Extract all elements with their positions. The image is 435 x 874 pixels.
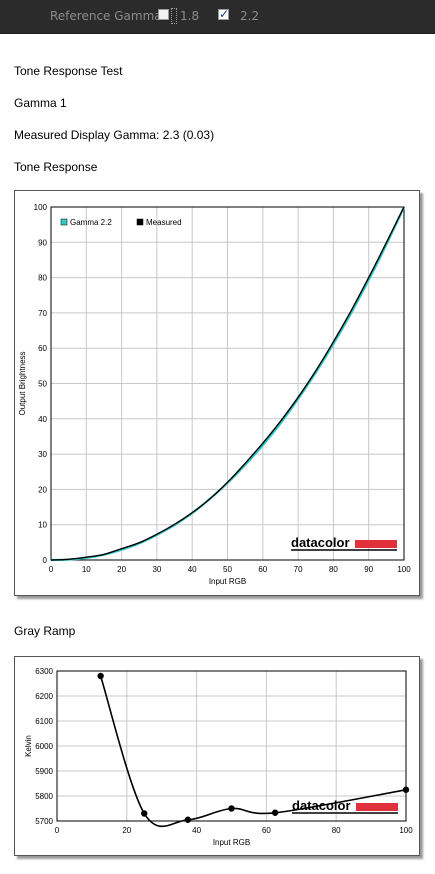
y-tick-label: 6300 [35,667,53,676]
series-line-2 [50,206,405,561]
data-point [141,810,148,817]
y-axis-label: Output Brightness [18,351,27,415]
report-title: Tone Response Test [14,64,123,78]
y-tick-label: 5900 [35,767,53,776]
x-tick-label: 90 [364,565,373,574]
y-tick-label: 5800 [35,792,53,801]
x-tick-label: 10 [82,565,91,574]
y-tick-label: 6100 [35,717,53,726]
legend-label: Measured [146,218,182,227]
x-tick-label: 80 [329,565,338,574]
datacolor-logo-bar [356,803,398,811]
data-point [402,786,410,793]
x-tick-label: 50 [223,565,232,574]
tone-response-heading: Tone Response [14,160,98,174]
y-tick-label: 60 [38,344,47,353]
x-tick-label: 80 [332,826,341,835]
gamma-2-2-label[interactable]: 2.2 [240,9,260,23]
x-tick-label: 20 [117,565,126,574]
y-tick-label: 40 [38,415,47,424]
datacolor-logo-bar [355,540,397,548]
legend-swatch [60,218,68,226]
reference-gamma-label: Reference Gamma: [50,9,166,23]
gamma-1-8-label[interactable]: 1.8 [180,9,200,23]
y-tick-label: 20 [38,485,47,494]
legend-swatch [136,218,144,226]
measured-gamma-text: Measured Display Gamma: 2.3 (0.03) [14,128,215,142]
x-axis-label: Input RGB [213,838,250,847]
gamma-2-2-checkbox[interactable]: ✓ [218,7,230,21]
x-tick-label: 30 [152,565,161,574]
x-axis-label: Input RGB [209,577,246,586]
y-tick-label: 50 [38,380,47,389]
y-tick-label: 30 [38,450,47,459]
data-point [271,809,279,816]
report-subtitle: Gamma 1 [14,96,67,110]
y-tick-label: 6200 [35,692,53,701]
y-tick-label: 70 [38,309,47,318]
x-tick-label: 0 [49,565,54,574]
x-tick-label: 0 [55,826,60,835]
x-tick-label: 100 [399,826,413,835]
tone-response-chart: 0 10 20 30 40 50 60 70 80 90 100 0 10 20 30 40 50 60 70 80 9… [18,203,411,586]
gamma-1-8-checkbox[interactable] [158,9,169,20]
y-tick-label: 80 [38,274,47,283]
x-tick-label: 20 [122,826,131,835]
x-tick-label: 70 [294,565,303,574]
gray-ramp-chart: 0 20 40 60 80 100 5700 5800 5900 6000 6100 6200 6300… [24,667,413,847]
x-tick-label: 60 [262,826,271,835]
y-tick-label: 10 [38,521,47,530]
gray-ramp-chart-box: 0 20 40 60 80 100 5700 5800 5900 6000 6100 6200 6300… [14,656,420,856]
x-tick-label: 100 [397,565,411,574]
plot-frame [50,206,405,561]
y-tick-label: 90 [38,238,47,247]
y-tick-label: 5700 [35,817,53,826]
checkmark-icon: ✓ [219,7,230,21]
plot-frame [56,670,407,822]
y-tick-label: 0 [43,556,48,565]
y-axis-label: Kelvin [24,735,33,757]
x-tick-label: 40 [192,826,201,835]
datacolor-logo-text: datacolor [291,535,350,550]
gray-ramp-heading: Gray Ramp [14,624,76,638]
series-line-1 [99,675,407,828]
data-point [184,816,192,823]
x-tick-label: 40 [188,565,197,574]
legend-label: Gamma 2.2 [70,218,112,227]
focus-ring [171,8,177,24]
reference-gamma-toolbar: Reference Gamma: 1.8 ✓ 2.2 [0,0,435,34]
y-tick-label: 100 [34,203,48,212]
tone-response-chart-box: 0 10 20 30 40 50 60 70 80 90 100 0 10 20 30 40 50 60 70 80 9… [14,190,420,596]
x-tick-label: 60 [258,565,267,574]
data-point [97,672,104,680]
y-tick-label: 6000 [35,742,53,751]
data-point [228,805,235,812]
